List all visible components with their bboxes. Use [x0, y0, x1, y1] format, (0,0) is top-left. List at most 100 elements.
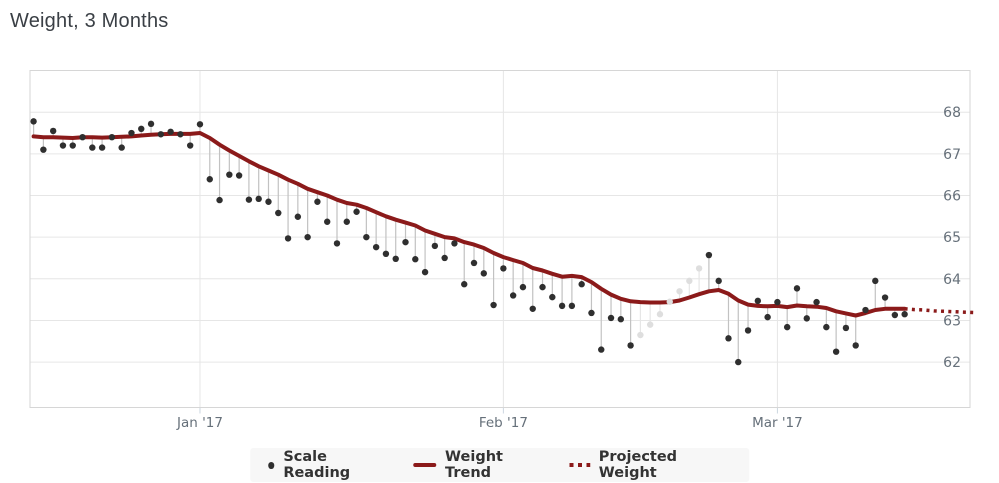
scale-reading-dot	[118, 144, 125, 151]
y-tick-label: 66	[943, 189, 961, 205]
scale-reading-dot	[774, 298, 781, 306]
x-tick-label: Mar '17	[752, 415, 803, 431]
scale-reading-dot	[431, 242, 439, 250]
scale-reading-dot	[382, 250, 390, 258]
scale-reading-dot	[588, 309, 595, 317]
scale-reading-dot	[891, 311, 899, 319]
scale-reading-dot	[686, 277, 693, 285]
scale-reading-dot	[607, 314, 615, 322]
plot-area: 68 67 66 65 64 63 62 Jan '17 Feb '17 Mar '17	[29, 70, 974, 431]
scale-reading-dot	[872, 277, 879, 285]
scale-reading-dot	[646, 321, 654, 328]
scale-reading-dot	[157, 131, 165, 138]
scale-reading-dot	[803, 315, 810, 322]
y-tick-label: 64	[943, 272, 961, 288]
scale-reading-dot	[79, 133, 86, 141]
legend-label-scale-reading: Scale Reading	[283, 449, 351, 481]
scale-reading-dot	[901, 311, 908, 318]
scale-reading-dot	[363, 233, 370, 241]
legend-item-weight-trend[interactable]: Weight Trend	[413, 449, 548, 481]
scale-reading-dot	[441, 254, 448, 262]
scale-reading-dot	[128, 129, 135, 137]
scale-reading-dot	[226, 171, 233, 178]
y-tick-label: 62	[943, 355, 961, 371]
scale-reading-dot	[196, 121, 204, 128]
scale-reading-dot	[793, 285, 801, 292]
scale-reading-dot	[451, 240, 458, 247]
trend-line	[31, 131, 907, 318]
weight-trend-marker-icon	[413, 463, 437, 467]
plot-border	[29, 70, 971, 408]
scale-reading-dot	[744, 327, 752, 334]
scale-reading-dot	[519, 283, 527, 291]
scale-reading-dot	[568, 302, 576, 310]
scale-reading-dot	[578, 281, 585, 288]
y-tick-label: 68	[943, 105, 961, 121]
scale-reading-dot	[852, 342, 859, 349]
scale-reading-dot	[470, 259, 478, 267]
scale-reading-dot	[666, 298, 673, 305]
scale-reading-dot	[764, 313, 771, 321]
scale-reading-dot	[147, 120, 155, 128]
scale-reading-dot	[353, 208, 360, 215]
scale-reading-dot	[372, 243, 380, 251]
scale-reading-dot	[265, 198, 272, 205]
scale-reading-dot	[186, 142, 194, 149]
scale-reading-dot	[705, 251, 713, 259]
scale-reading-dot	[558, 302, 566, 310]
scale-reading-dot	[539, 283, 546, 291]
scale-reading-dot	[783, 323, 791, 331]
scale-reading-dot	[461, 281, 468, 288]
scale-reading-dot	[549, 293, 556, 301]
scale-reading-dot	[98, 144, 106, 151]
legend: Scale Reading Weight Trend Projected Wei…	[249, 448, 750, 482]
scale-reading-dot	[275, 209, 282, 217]
scale-reading-dot	[656, 311, 664, 318]
scale-reading-dot	[735, 358, 742, 366]
scale-reading-dot	[177, 131, 184, 138]
scale-reading-dot	[255, 195, 262, 203]
scale-reading-dot	[500, 265, 507, 272]
scale-reading-dot	[637, 331, 644, 339]
scale-reading-dot	[235, 172, 243, 179]
scale-reading-dot	[294, 213, 302, 220]
scale-reading-dot	[725, 335, 732, 342]
scale-reading-dot	[862, 306, 869, 314]
scale-reading-dot	[89, 144, 96, 151]
scale-reading-dot	[392, 255, 399, 263]
scale-reading-dot	[324, 218, 331, 225]
x-tick-label: Feb '17	[479, 415, 528, 431]
legend-item-scale-reading[interactable]: Scale Reading	[267, 449, 392, 481]
scale-reading-dot	[617, 316, 625, 323]
scale-reading-dot	[529, 305, 536, 312]
scale-reading-dot	[167, 128, 174, 135]
scale-reading-dot	[216, 196, 223, 204]
scale-reading-dot	[490, 301, 497, 309]
scale-reading-dot	[245, 196, 253, 203]
legend-label-weight-trend: Weight Trend	[445, 449, 503, 481]
scale-reading-dot	[842, 324, 850, 332]
scale-reading-dot	[304, 233, 311, 241]
scale-reading-marker-icon	[267, 461, 275, 469]
scale-reading-dot	[421, 268, 429, 276]
scale-reading-dot	[480, 270, 488, 277]
scale-reading-dot	[598, 346, 605, 353]
x-tick-label: Jan '17	[176, 415, 223, 431]
scale-reading-dot	[59, 142, 67, 149]
scale-reading-dot	[69, 142, 76, 149]
scale-reading-dot	[715, 277, 722, 285]
scale-reading-dot	[509, 292, 517, 299]
scale-reading-dot	[284, 235, 292, 242]
legend-item-projected-weight[interactable]: Projected Weight	[569, 449, 731, 481]
projected-weight-marker-icon	[569, 463, 590, 467]
scale-reading-dot	[627, 342, 634, 349]
scale-reading-dot	[676, 288, 683, 295]
scale-reading-dot	[813, 298, 820, 306]
scale-reading-dot	[206, 176, 213, 183]
scale-reading-dot	[343, 218, 350, 225]
scale-reading-dot	[138, 125, 145, 133]
scale-reading-dot	[754, 297, 762, 305]
scale-reading-dot	[40, 146, 47, 153]
scale-reading-dot	[402, 238, 409, 246]
